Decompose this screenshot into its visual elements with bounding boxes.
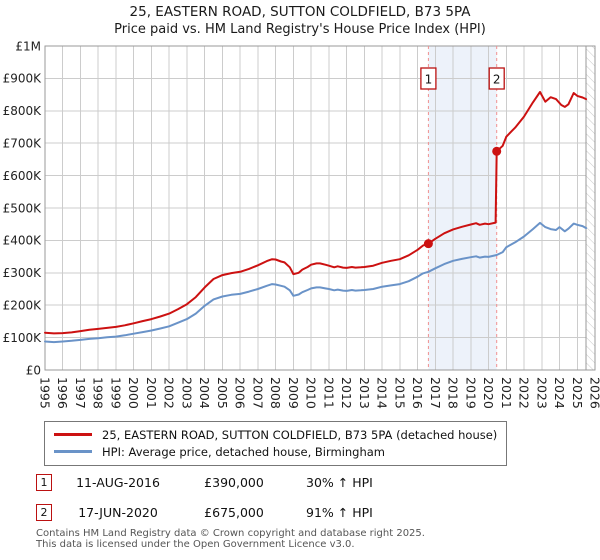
transaction-2-date: 17-JUN-2020 <box>78 504 158 520</box>
y-axis-tick-label: £800K <box>3 104 43 118</box>
x-axis-tick-label: 2026 <box>588 377 600 409</box>
transaction-2-vs-hpi: 91% ↑ HPI <box>306 504 373 520</box>
price-paid-line-swatch <box>54 433 92 436</box>
x-axis-tick-label: 1997 <box>73 377 88 409</box>
x-axis-tick-label: 2005 <box>215 377 230 409</box>
x-axis-tick-label: 2022 <box>517 377 532 409</box>
price-paid-line <box>44 91 588 335</box>
x-axis-tick-label: 2010 <box>304 377 319 409</box>
x-axis-tick-label: 2006 <box>233 377 248 409</box>
x-axis-tick-label: 1999 <box>108 377 123 409</box>
x-axis-tick-label: 2018 <box>446 377 461 409</box>
x-axis-tick-label: 2007 <box>250 377 265 409</box>
x-axis-tick-label: 2013 <box>357 377 372 409</box>
transaction-1-price: £390,000 <box>204 474 264 490</box>
x-axis-tick-label: 2009 <box>286 377 301 409</box>
y-axis-tick-label: £300K <box>3 266 43 280</box>
x-axis-tick-label: 2023 <box>534 377 549 409</box>
x-axis-tick-label: 2019 <box>463 377 478 409</box>
y-axis-tick-label: £900K <box>3 72 43 86</box>
x-axis-tick-label: 1996 <box>55 377 70 409</box>
legend-item-price-paid: 25, EASTERN ROAD, SUTTON COLDFIELD, B73 … <box>54 426 497 443</box>
x-axis-tick-label: 2002 <box>162 377 177 409</box>
x-axis-tick-label: 2000 <box>126 377 141 409</box>
x-axis-tick-label: 2004 <box>197 377 212 409</box>
license-footer: Contains HM Land Registry data © Crown c… <box>36 528 425 550</box>
transaction-1-number-badge: 1 <box>36 473 52 491</box>
x-axis-tick-label: 2021 <box>499 377 514 409</box>
transaction-list: 1 11-AUG-2016 £390,000 30% ↑ HPI 2 17-JU… <box>36 467 373 527</box>
sale-flag-box-1 <box>420 67 437 90</box>
x-axis-tick-label: 2003 <box>179 377 194 409</box>
y-axis-tick-label: £500K <box>3 201 43 215</box>
y-axis-tick-label: £0 <box>26 363 41 377</box>
transaction-1-vs-hpi: 30% ↑ HPI <box>306 474 373 490</box>
y-axis-tick-label: £1M <box>15 40 41 53</box>
transaction-row-1: 1 11-AUG-2016 £390,000 30% ↑ HPI <box>36 467 373 497</box>
page-subtitle: Price paid vs. HM Land Registry's House … <box>114 22 486 37</box>
legend-item-hpi: HPI: Average price, detached house, Birm… <box>54 443 497 460</box>
page-title: 25, EASTERN ROAD, SUTTON COLDFIELD, B73 … <box>129 4 471 20</box>
footer-line-2: This data is licensed under the Open Gov… <box>36 539 355 550</box>
x-axis-tick-label: 2008 <box>268 377 283 409</box>
x-axis-tick-label: 2025 <box>570 377 585 409</box>
y-axis-tick-label: £400K <box>3 234 43 248</box>
sale-marker-2 <box>492 146 502 156</box>
plot-border <box>44 45 596 371</box>
x-axis-tick-label: 1995 <box>38 377 53 409</box>
gridlines <box>44 45 596 371</box>
x-axis-tick-label: 2020 <box>481 377 496 409</box>
sale-marker-1 <box>423 239 433 249</box>
x-axis-tick-label: 2015 <box>392 377 407 409</box>
hpi-line-swatch <box>54 450 92 453</box>
sale-flag-number-1: 1 <box>425 73 433 87</box>
x-axis-tick-label: 2017 <box>428 377 443 409</box>
transaction-2-number-badge: 2 <box>36 503 52 521</box>
transaction-1-date: 11-AUG-2016 <box>76 474 160 490</box>
y-axis-tick-label: £100K <box>3 331 43 345</box>
sale-flag-box-2 <box>488 67 505 90</box>
chart-legend: 25, EASTERN ROAD, SUTTON COLDFIELD, B73 … <box>44 421 508 466</box>
price-history-chart: £0 £100K £200K £300K £400K £500K £600K £700K £80… <box>3 40 600 409</box>
x-axis-tick-label: 2001 <box>144 377 159 409</box>
y-axis-tick-label: £700K <box>3 137 43 151</box>
x-axis-tick-label: 1998 <box>91 377 106 409</box>
x-axis-tick-label: 2014 <box>375 377 390 409</box>
transaction-row-2: 2 17-JUN-2020 £675,000 91% ↑ HPI <box>36 497 373 527</box>
future-hatch-region <box>586 46 595 370</box>
legend-label-hpi: HPI: Average price, detached house, Birm… <box>102 444 386 459</box>
x-axis-tick-label: 2011 <box>321 377 336 409</box>
hpi-line <box>44 221 588 344</box>
x-axis-tick-label: 2024 <box>552 377 567 409</box>
footer-line-1: Contains HM Land Registry data © Crown c… <box>36 528 425 539</box>
x-axis-tick-label: 2016 <box>410 377 425 409</box>
sale-flag-number-2: 2 <box>493 73 501 87</box>
transaction-2-price: £675,000 <box>204 504 264 520</box>
legend-label-price-paid: 25, EASTERN ROAD, SUTTON COLDFIELD, B73 … <box>102 427 498 442</box>
y-axis-tick-label: £600K <box>3 169 43 183</box>
x-axis-tick-label: 2012 <box>339 377 354 409</box>
y-axis-tick-label: £200K <box>3 299 43 313</box>
